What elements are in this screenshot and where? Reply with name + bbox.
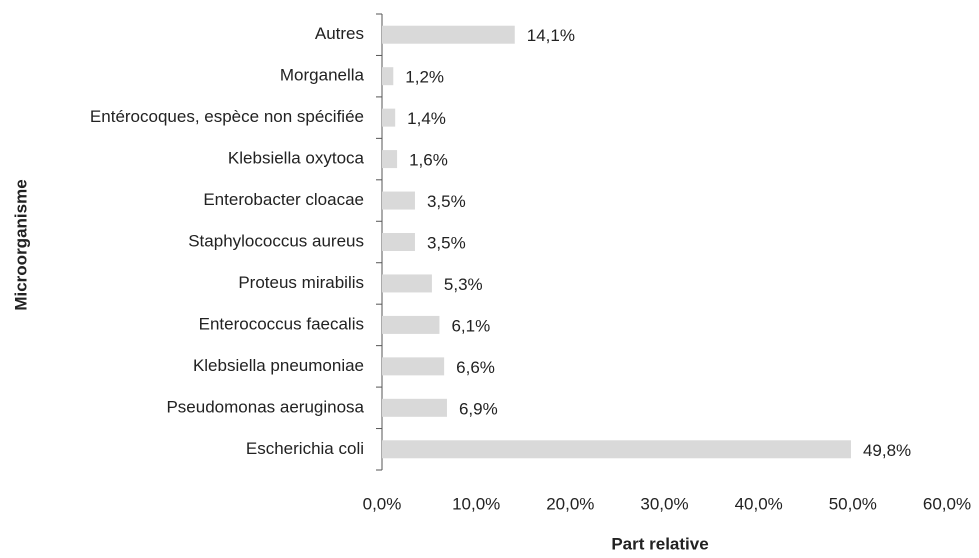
- y-axis-title: Microorganisme: [11, 179, 30, 310]
- x-tick-label: 20,0%: [546, 494, 594, 513]
- y-tick-label: Enterococcus faecalis: [199, 314, 364, 333]
- data-label: 1,2%: [405, 68, 444, 87]
- bar: [382, 150, 398, 169]
- y-tick-label: Entérocoques, espèce non spécifiée: [90, 107, 364, 126]
- bar: [382, 440, 851, 459]
- data-label: 1,4%: [407, 109, 446, 128]
- data-label: 6,9%: [459, 399, 498, 418]
- bar: [382, 357, 445, 376]
- data-label: 1,6%: [409, 151, 448, 170]
- data-label: 5,3%: [444, 275, 483, 294]
- data-label: 14,1%: [527, 26, 575, 45]
- x-tick-label: 30,0%: [640, 494, 688, 513]
- y-tick-label: Pseudomonas aeruginosa: [166, 397, 364, 416]
- x-tick-label: 40,0%: [735, 494, 783, 513]
- x-axis-title: Part relative: [611, 534, 708, 553]
- bar: [382, 315, 440, 334]
- x-tick-label: 0,0%: [363, 494, 402, 513]
- y-tick-label: Autres: [315, 24, 364, 43]
- bar: [382, 67, 394, 86]
- x-tick-label: 60,0%: [923, 494, 971, 513]
- data-label: 3,5%: [427, 233, 466, 252]
- y-tick-label: Enterobacter cloacae: [203, 190, 364, 209]
- y-tick-label: Klebsiella oxytoca: [228, 149, 365, 168]
- y-tick-label: Staphylococcus aureus: [188, 231, 364, 250]
- x-tick-label: 10,0%: [452, 494, 500, 513]
- data-label: 3,5%: [427, 192, 466, 211]
- y-tick-label: Klebsiella pneumoniae: [193, 356, 364, 375]
- bar: [382, 191, 415, 210]
- data-label: 49,8%: [863, 441, 911, 460]
- y-tick-label: Morganella: [280, 66, 365, 85]
- bar: [382, 233, 415, 251]
- data-label: 6,6%: [456, 358, 495, 377]
- bar: [382, 398, 447, 417]
- y-tick-label: Proteus mirabilis: [238, 273, 364, 292]
- data-label: 6,1%: [451, 316, 490, 335]
- bar: [382, 108, 396, 127]
- bar: [382, 25, 515, 44]
- x-tick-label: 50,0%: [829, 494, 877, 513]
- bar: [382, 274, 432, 293]
- y-tick-label: Escherichia coli: [246, 439, 364, 458]
